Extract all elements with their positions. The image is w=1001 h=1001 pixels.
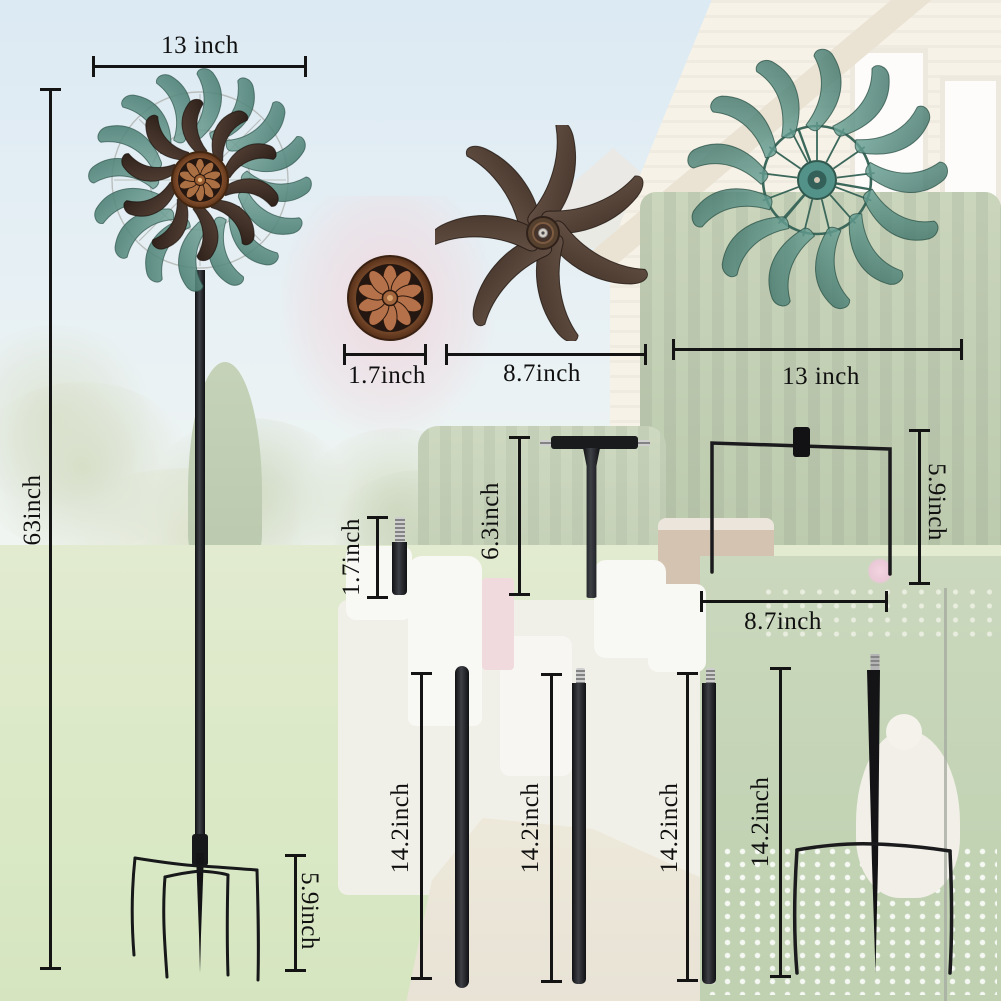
ground-stake-part — [793, 654, 954, 975]
t-handle-stem — [583, 448, 600, 598]
patio-table — [594, 560, 666, 658]
connector-part — [392, 542, 407, 595]
bronze-spinner-part — [435, 125, 651, 341]
hanging-bracket-part — [710, 427, 892, 576]
teal-spinner-hub — [797, 160, 837, 200]
dimension-line-total-height — [40, 88, 61, 970]
assembled-spinner-head — [88, 68, 312, 292]
assembled-spinner-coupling — [192, 834, 208, 866]
dimension-line-spinner-width — [92, 56, 307, 77]
label-pole3-height: 14.2inch — [656, 782, 683, 874]
pole-threaded-tip — [576, 668, 585, 684]
dimension-line-hub-diameter — [343, 344, 427, 365]
label-pole2-height: 14.2inch — [517, 782, 544, 874]
t-handle-crossbar — [551, 436, 638, 449]
dimension-line-teal-diameter — [672, 339, 963, 360]
connector-threaded-tip — [395, 517, 405, 543]
patio-chair — [500, 636, 572, 776]
dimension-line-bracket-height — [909, 429, 930, 585]
pole-threaded-tip — [706, 668, 715, 684]
dimension-line-pole3-height — [677, 672, 698, 982]
dimension-line-bracket-width — [700, 591, 888, 612]
extension-pole-3 — [702, 683, 716, 984]
extension-pole-1 — [455, 666, 469, 988]
teal-spinner-part — [685, 48, 951, 314]
extension-pole-2 — [572, 683, 586, 984]
shrub — [55, 468, 320, 603]
patio-chair — [648, 584, 706, 672]
spinner-hub-part — [347, 255, 433, 341]
label-teal-diameter: 13 inch — [782, 363, 860, 390]
label-total-height: 63inch — [19, 474, 46, 546]
label-bracket-height: 5.9inch — [923, 463, 950, 541]
label-connector-height: 1.7inch — [338, 518, 365, 596]
t-handle-threaded-tip — [637, 440, 650, 446]
t-handle-threaded-tip — [540, 440, 553, 446]
copper-hub — [171, 151, 229, 209]
bronze-spinner-hub — [526, 216, 560, 250]
dimension-line-connector-height — [367, 516, 388, 599]
label-stake-height: 5.9inch — [296, 872, 323, 950]
garden-bench — [426, 588, 488, 638]
label-bracket-width: 8.7inch — [744, 608, 822, 635]
dimension-line-stake-pole-height — [770, 667, 791, 978]
dimension-line-stake-height — [285, 854, 306, 972]
pink-planter — [482, 578, 514, 670]
assembled-spinner-pole — [195, 270, 205, 840]
label-t-handle-height: 6.3inch — [477, 482, 504, 560]
assembled-spinner-ground-prongs — [130, 853, 260, 982]
dimension-line-t-handle-height — [509, 436, 530, 596]
label-pole1-height: 14.2inch — [387, 782, 414, 874]
dimension-line-pole2-height — [541, 673, 562, 983]
dimension-line-pole1-height — [411, 672, 432, 980]
dimension-line-bronze-diameter — [445, 344, 647, 365]
label-hub-diameter: 1.7inch — [348, 362, 426, 389]
label-stake-pole-height: 14.2inch — [747, 776, 774, 868]
shrub — [148, 418, 353, 573]
label-spinner-width: 13 inch — [161, 32, 239, 59]
label-bronze-diameter: 8.7inch — [503, 360, 581, 387]
hedge — [418, 426, 666, 614]
